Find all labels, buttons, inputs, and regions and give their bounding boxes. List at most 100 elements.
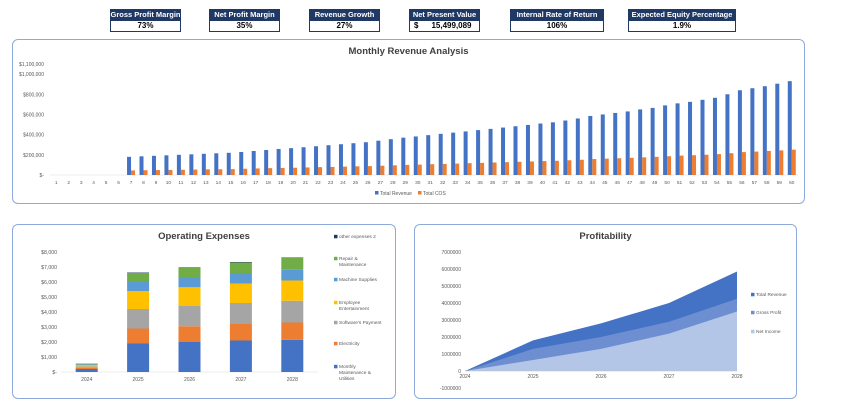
cos-bar [430,164,435,175]
cos-bar [505,162,510,175]
expense-bar-segment [75,367,98,369]
kpi-value: 27% [309,20,380,32]
kpi-value: 35% [209,20,280,32]
cos-bar [367,166,372,175]
kpi-internal-rate-of-return: Internal Rate of Return 106% [510,9,604,32]
revenue-bar [775,83,780,175]
x-tick-label: 22 [315,180,321,186]
y-tick-label: $200,000 [23,153,44,159]
chart-title: Profitability [579,231,632,242]
x-tick-label: 35 [477,180,483,186]
expense-bar-segment [281,269,304,281]
revenue-bar [338,144,343,175]
y-tick-label: $1,100,000 [19,62,44,68]
x-tick-label: 38 [515,180,521,186]
expense-bar-segment [281,280,304,301]
cos-bar [617,158,622,175]
revenue-bar [563,120,568,175]
x-tick-label: 9 [155,180,158,186]
x-tick-label: 57 [752,180,758,186]
legend-label: Gross Profit [756,310,782,316]
legend-swatch [751,310,755,315]
expense-bar-segment [229,262,252,273]
revenue-bar [650,107,655,175]
x-tick-label: 1 [55,180,58,186]
cos-bar [193,169,198,175]
cos-bar [791,149,796,175]
y-tick-label: $4,000 [41,310,57,316]
kpi-value: 73% [110,20,181,32]
cos-bar [467,163,472,175]
x-tick-label: 53 [702,180,708,186]
cos-bar [380,165,385,175]
cos-bar [280,167,285,175]
operating-expenses-panel: Operating Expenses $8,000 $7,000 $6,000 $5,… [12,224,396,399]
revenue-bar [189,154,194,175]
expense-bar-segment [178,342,201,372]
cos-bar [318,167,323,175]
x-tick-label: 42 [565,180,571,186]
revenue-bar [787,81,792,175]
x-tick-label: 31 [428,180,434,186]
y-tick-label: 7000000 [442,250,462,256]
x-tick-label: 2027 [663,374,674,380]
revenue-bar [750,88,755,175]
legend-swatch [334,256,338,261]
legend-swatch [751,329,755,334]
expense-bar-segment [178,287,201,306]
kpi-value: 1.9% [628,20,736,32]
y-tick-label: $1,000,000 [19,72,44,78]
expense-bar-segment [75,369,98,372]
legend-swatch [334,364,338,369]
cos-bar [679,155,684,175]
x-tick-label: 11 [178,180,183,186]
cos-bar [692,155,697,175]
legend-swatch-total-cos [418,191,422,195]
x-tick-label: 46 [615,180,621,186]
x-tick-label: 2025 [527,374,538,380]
revenue-bar [663,105,668,175]
expense-bar-segment [127,273,150,282]
x-tick-label: 2025 [133,377,144,383]
cos-bar [492,162,497,175]
revenue-bar [550,122,555,175]
x-tick-label: 59 [777,180,783,186]
cos-bar [642,157,647,175]
revenue-bar [625,111,630,175]
expense-bar-segment [75,363,98,365]
x-tick-label: 8 [142,180,145,186]
revenue-bar [725,94,730,175]
profitability-chart: 7000000 6000000 5000000 4000000 3000000 20000… [440,250,787,392]
y-tick-label: 6000000 [442,267,462,273]
kpi-revenue-growth: Revenue Growth 27% [309,9,380,32]
x-tick-label: 30 [415,180,421,186]
y-tick-label: $2,000 [41,340,57,346]
revenue-bar [451,132,456,175]
cos-bar [442,163,447,175]
y-tick-label: $3,000 [41,325,57,331]
revenue-bar [426,135,431,175]
kpi-currency: $ [414,21,419,30]
legend-label: Net Income [756,329,781,335]
revenue-bar [151,155,156,175]
y-tick-label: $- [52,370,57,376]
cos-bar [155,170,160,175]
x-tick-label: 48 [639,180,645,186]
y-tick-label: $1,000 [41,355,57,361]
cos-bar [716,154,721,175]
legend-label: Monthly Maintenance & Utilities [339,364,372,382]
legend-swatch [334,320,338,325]
legend-label: Total Revenue [756,292,787,298]
x-tick-label: 52 [689,180,695,186]
revenue-bar [712,97,717,175]
y-tick-label: 1000000 [442,352,462,358]
kpi-label: Net Present Value [409,9,480,20]
revenue-bar [762,86,767,175]
revenue-bar [164,155,169,175]
chart-title: Monthly Revenue Analysis [348,46,469,57]
revenue-bar [737,90,742,175]
revenue-bar [675,103,680,175]
x-tick-label: 33 [452,180,458,186]
y-tick-label: 4000000 [442,301,462,307]
revenue-bar [301,147,306,175]
